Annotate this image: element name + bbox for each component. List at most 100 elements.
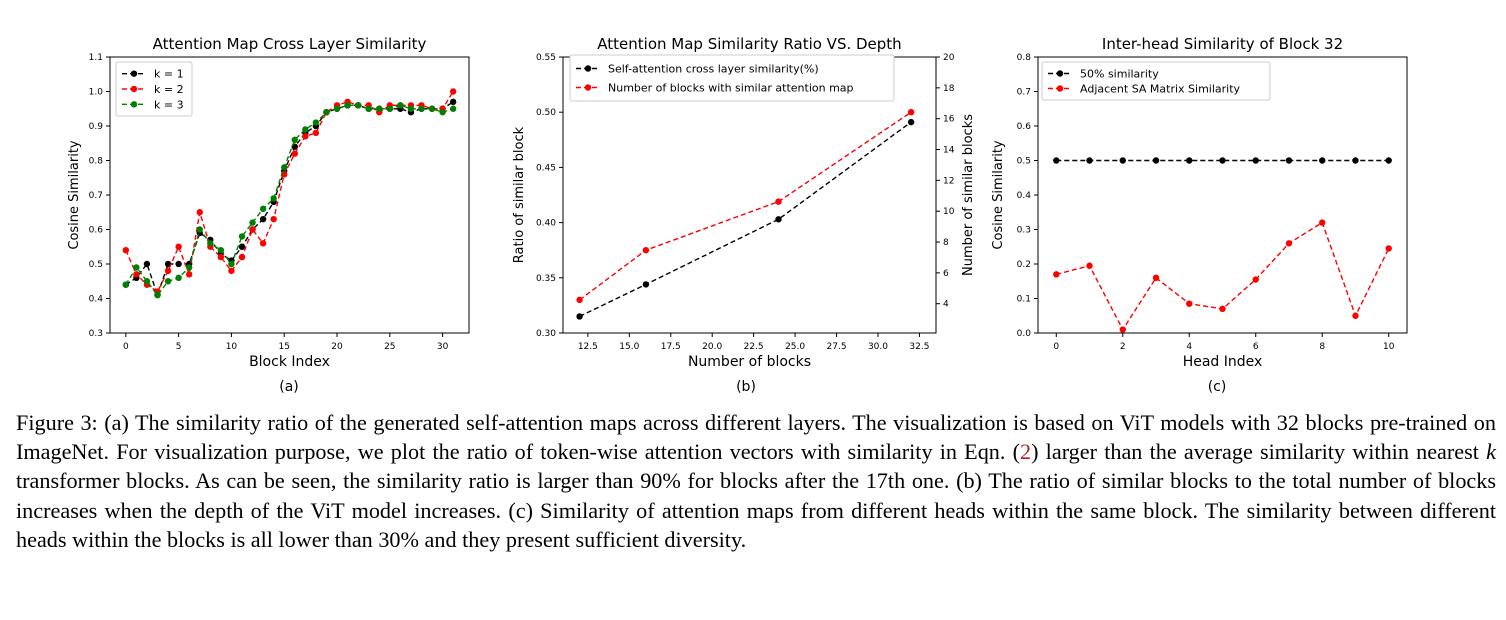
- legend-box: [569, 54, 895, 102]
- data-point: [291, 136, 298, 143]
- panel-label: (b): [736, 379, 756, 395]
- chart-title: Attention Map Similarity Ratio VS. Depth: [597, 35, 901, 53]
- data-point: [407, 105, 415, 112]
- data-point: [1319, 219, 1326, 226]
- data-point: [344, 102, 351, 109]
- y-tick-label: 0.40: [536, 219, 556, 229]
- y2-tick-label: 18: [943, 84, 955, 94]
- equation-reference-link[interactable]: 2: [1020, 439, 1032, 465]
- data-point: [185, 271, 193, 278]
- series-line: [125, 91, 454, 293]
- chart-b: Attention Map Similarity Ratio VS. Depth…: [512, 35, 976, 395]
- x-tick-label: 15: [278, 342, 289, 352]
- data-point: [1053, 271, 1060, 278]
- y-tick-label: 0.3: [89, 329, 103, 339]
- caption-middle: ) larger than the average similarity wit…: [1031, 439, 1487, 465]
- data-point: [281, 164, 288, 171]
- y-tick-label: 0.6: [1017, 122, 1032, 132]
- caption-suffix: transformer blocks. As can be seen, the …: [16, 468, 1496, 552]
- data-point: [185, 264, 193, 271]
- data-point: [397, 102, 404, 109]
- legend-label: Number of blocks with similar attention …: [608, 82, 854, 95]
- chart-c: Inter-head Similarity of Block 32 0 2 4 6 8 10…: [991, 35, 1408, 395]
- data-point: [196, 226, 203, 233]
- data-point: [386, 105, 394, 112]
- series-line: [1056, 221, 1390, 331]
- legend-label: k = 1: [154, 68, 184, 81]
- data-point: [449, 88, 457, 95]
- legend-swatch-marker: [1056, 85, 1064, 92]
- data-point: [196, 209, 203, 216]
- y2-tick-label: 4: [943, 300, 949, 310]
- x-axis-label: Head Index: [1183, 354, 1263, 370]
- data-point: [302, 133, 309, 140]
- y-tick-label: 0.45: [536, 163, 556, 173]
- data-point: [428, 105, 436, 112]
- data-point: [1285, 157, 1293, 164]
- y2-tick-label: 10: [943, 207, 955, 217]
- data-point: [133, 271, 140, 278]
- legend-label: Adjacent SA Matrix Similarity: [1080, 83, 1241, 96]
- y2-axis-label: Number of similar blocks: [961, 114, 976, 276]
- data-point: [154, 291, 161, 299]
- y-tick-label: 0.0: [1017, 329, 1032, 339]
- data-point: [1119, 157, 1126, 164]
- data-point: [1219, 157, 1226, 164]
- data-point: [312, 129, 320, 137]
- y-tick-label: 0.8: [1017, 53, 1032, 63]
- data-point: [907, 118, 915, 126]
- legend-label: 50% similarity: [1080, 68, 1159, 81]
- data-point: [376, 105, 383, 112]
- data-point: [1053, 157, 1060, 164]
- legend-label: k = 2: [154, 83, 184, 96]
- data-point: [354, 102, 362, 109]
- data-point: [1152, 157, 1160, 164]
- data-point: [1252, 276, 1259, 283]
- data-point: [238, 253, 246, 261]
- data-point: [642, 247, 650, 254]
- data-point: [133, 264, 140, 271]
- series-line: [579, 111, 912, 301]
- y-tick-label: 0.8: [89, 157, 104, 167]
- caption-k-symbol: k: [1486, 439, 1496, 465]
- data-point: [175, 260, 182, 268]
- data-point: [291, 150, 298, 157]
- legend: k = 1 k = 2 k = 3: [115, 61, 193, 117]
- data-point: [312, 119, 320, 126]
- x-axis-label: Number of blocks: [688, 354, 811, 370]
- data-point: [259, 240, 267, 247]
- series-line: [579, 121, 912, 318]
- data-point: [249, 219, 256, 226]
- data-point: [238, 233, 246, 240]
- x-tick-label: 32.5: [909, 342, 929, 352]
- y-tick-label: 0.3: [1017, 226, 1031, 236]
- series-2: [576, 109, 915, 304]
- data-point: [449, 105, 457, 112]
- y-tick-label: 0.5: [89, 260, 103, 270]
- legend-swatch-marker: [130, 85, 138, 93]
- data-point: [775, 198, 782, 205]
- legend: Self-attention cross layer similarity(%)…: [569, 54, 895, 102]
- x-tick-label: 4: [1186, 342, 1192, 352]
- panel-label: (a): [279, 379, 299, 395]
- data-point: [1319, 157, 1326, 164]
- data-point: [333, 105, 341, 112]
- y2-tick-label: 14: [943, 146, 955, 156]
- y-tick-label: 0.6: [89, 226, 104, 236]
- data-point: [175, 243, 182, 250]
- data-point: [122, 247, 130, 254]
- x-tick-label: 30: [437, 342, 449, 352]
- y-tick-label: 0.35: [536, 274, 556, 284]
- caption-text: Figure 3: (a) The similarity ratio of th…: [16, 408, 1496, 554]
- y2-tick-label: 16: [943, 115, 955, 125]
- data-point: [217, 247, 225, 254]
- legend-swatch-marker: [130, 101, 138, 108]
- legend-box: [1041, 61, 1271, 101]
- y2-tick-label: 20: [943, 53, 955, 63]
- panel-label: (c): [1208, 379, 1227, 395]
- x-tick-label: 25.0: [785, 342, 805, 352]
- data-point: [217, 253, 225, 261]
- x-tick-label: 27.5: [827, 342, 847, 352]
- data-point: [259, 215, 267, 223]
- y-tick-label: 0.7: [1017, 88, 1031, 98]
